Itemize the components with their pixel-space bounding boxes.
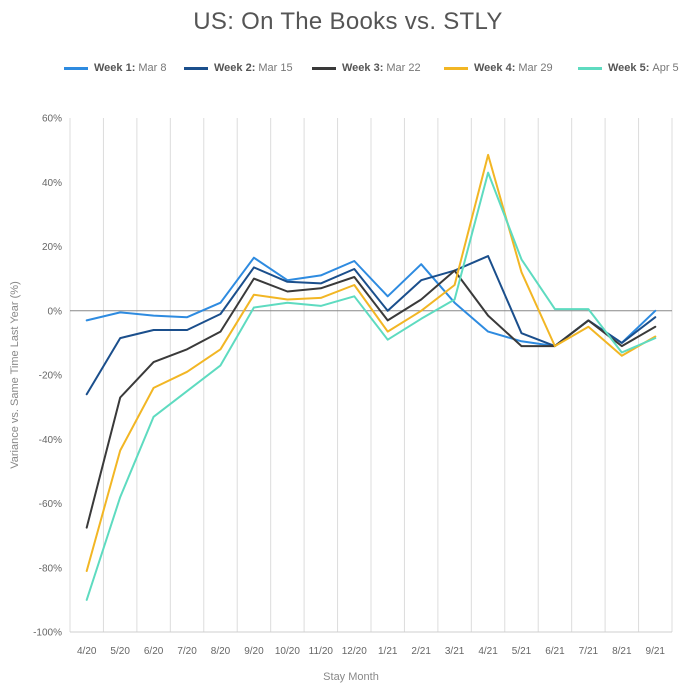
x-tick-label: 11/20 — [309, 646, 334, 657]
y-tick-label: 20% — [42, 242, 62, 253]
series-line-week-5 — [85, 171, 657, 601]
y-axis-title: Variance vs. Same Time Last Year (%) — [9, 281, 21, 469]
legend-series-name: Week 2: — [214, 62, 256, 74]
legend-item-week-4[interactable]: Week 4: Mar 29 — [444, 62, 553, 74]
legend-swatch — [64, 66, 88, 70]
legend-item-week-2[interactable]: Week 2: Mar 15 — [184, 62, 293, 74]
y-tick-label: -100% — [33, 628, 62, 639]
x-tick-label: 10/20 — [275, 646, 300, 657]
x-axis-title: Stay Month — [323, 671, 379, 683]
series-line-week-4 — [85, 153, 657, 572]
x-tick-label: 9/20 — [244, 646, 264, 657]
y-tick-label: 0% — [48, 306, 63, 317]
y-tick-labels: 60% 40% 20% 0% -20% -40% -60% -80% -100% — [33, 114, 62, 639]
chart-legend: Week 1: Mar 8 Week 2: Mar 15 Week 3: Mar… — [0, 62, 696, 82]
x-tick-labels: 4/20 5/20 6/20 7/20 8/20 9/20 10/20 11/20 12/20 1… — [77, 646, 665, 657]
x-tick-label: 6/20 — [144, 646, 164, 657]
y-tick-label: -40% — [39, 435, 62, 446]
legend-series-date: Apr 5 — [652, 62, 679, 74]
legend-item-week-1[interactable]: Week 1: Mar 8 — [64, 62, 167, 74]
legend-series-name: Week 3: — [342, 62, 384, 74]
legend-item-week-3[interactable]: Week 3: Mar 22 — [312, 62, 421, 74]
legend-series-name: Week 5: — [608, 62, 650, 74]
x-tick-label: 5/21 — [512, 646, 532, 657]
series-lines — [85, 153, 657, 601]
y-tick-label: -60% — [39, 499, 62, 510]
x-tick-label: 8/20 — [211, 646, 231, 657]
legend-series-date: Mar 22 — [386, 62, 421, 74]
x-tick-label: 7/21 — [579, 646, 599, 657]
legend-series-date: Mar 29 — [518, 62, 553, 74]
chart-title: US: On The Books vs. STLY — [193, 8, 503, 35]
x-tick-label: 9/21 — [646, 646, 666, 657]
x-tick-label: 5/20 — [110, 646, 130, 657]
x-tick-label: 4/20 — [77, 646, 97, 657]
legend-series-date: Mar 8 — [138, 62, 167, 74]
legend-item-week-5[interactable]: Week 5: Apr 5 — [578, 62, 679, 74]
x-tick-label: 3/21 — [445, 646, 465, 657]
x-tick-label: 1/21 — [378, 646, 398, 657]
legend-series-name: Week 4: — [474, 62, 516, 74]
legend-swatch — [312, 66, 336, 70]
x-tick-label: 4/21 — [478, 646, 498, 657]
grid-lines — [69, 118, 673, 633]
legend-swatch — [578, 66, 602, 70]
legend-swatch — [444, 66, 468, 70]
y-tick-label: -80% — [39, 563, 62, 574]
y-tick-label: -20% — [39, 371, 62, 382]
x-tick-label: 12/20 — [342, 646, 367, 657]
y-tick-label: 40% — [42, 178, 62, 189]
x-tick-label: 7/20 — [177, 646, 197, 657]
legend-swatch — [184, 66, 208, 70]
x-tick-label: 6/21 — [545, 646, 565, 657]
x-tick-label: 2/21 — [411, 646, 431, 657]
legend-series-date: Mar 15 — [258, 62, 293, 74]
legend-series-name: Week 1: — [94, 62, 136, 74]
y-tick-label: 60% — [42, 114, 62, 125]
x-tick-label: 8/21 — [612, 646, 632, 657]
